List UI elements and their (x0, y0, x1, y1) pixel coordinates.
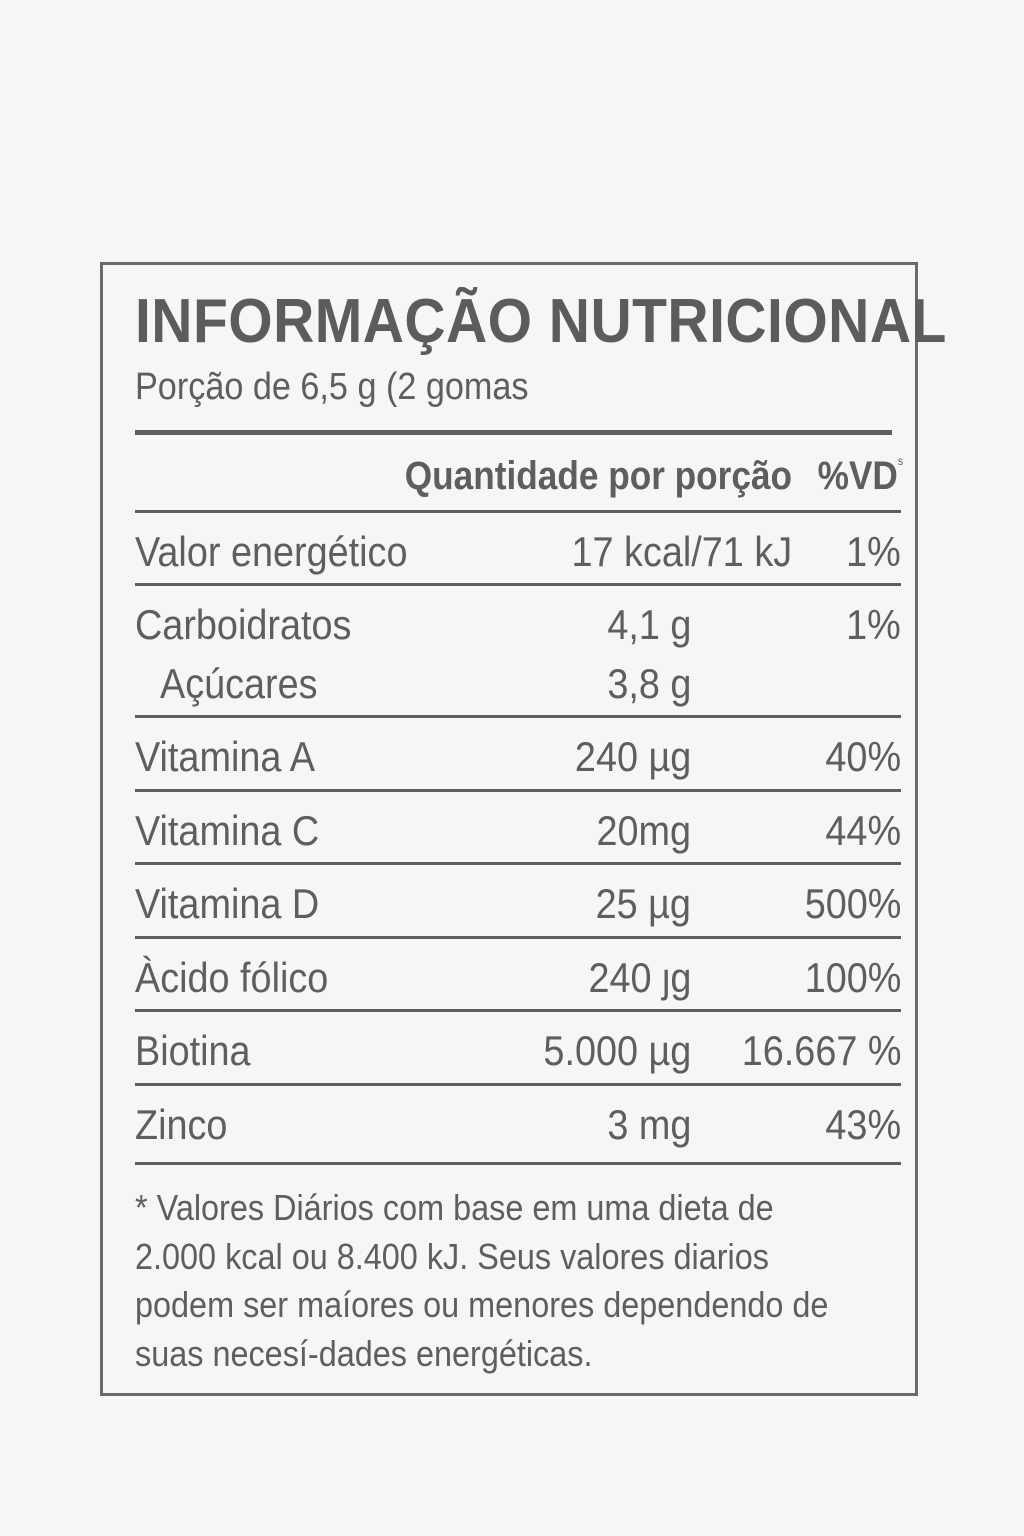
row-dv-zinc: 43% (825, 1101, 901, 1148)
row-dv-vitamin-d: 500% (804, 880, 901, 927)
row-amount-vitamin-c: 20mg (596, 807, 691, 854)
column-header-dv-text: %VD (817, 454, 898, 498)
column-header-dv-mark: s (897, 454, 903, 468)
row-name-vitamin-d: Vitamina D (135, 880, 320, 927)
row-amount-zinc: 3 mg (606, 1101, 691, 1148)
row-amount-biotin: 5.000 µg (543, 1027, 691, 1074)
row-divider (135, 789, 901, 792)
row-name-energy: Valor energético (135, 528, 408, 575)
row-name-folic-acid: Àcido fólico (135, 954, 329, 1001)
row-dv-energy: 1% (846, 528, 901, 575)
row-amount-carbs: 4,1 g (606, 601, 691, 648)
row-divider (135, 1083, 901, 1086)
column-header-quantity: Quantidade por porção (404, 454, 792, 498)
row-dv-folic-acid: 100% (804, 954, 901, 1001)
row-divider (135, 1009, 901, 1012)
row-divider (135, 715, 901, 718)
daily-value-footnote: * Valores Diários com base em uma dieta … (135, 1187, 829, 1374)
nutrition-label-border (100, 262, 918, 1396)
row-dv-vitamin-c: 44% (825, 807, 901, 854)
row-divider (135, 510, 901, 513)
row-dv-vitamin-a: 40% (825, 733, 901, 780)
row-amount-folic-acid: 240 ȷg (588, 954, 691, 1001)
row-name-zinc: Zinco (135, 1101, 228, 1148)
row-divider (135, 583, 901, 586)
row-amount-energy: 17 kcal/71 kJ (571, 528, 792, 575)
column-header-dv: %VDs (818, 454, 903, 499)
row-amount-vitamin-a: 240 µg (574, 733, 691, 780)
header-divider (135, 430, 892, 435)
row-name-sugars: Açúcares (160, 660, 318, 707)
row-amount-vitamin-d: 25 µg (595, 880, 691, 927)
row-divider (135, 1162, 901, 1165)
label-title: INFORMAÇÃO NUTRICIONAL (135, 287, 947, 356)
row-divider (135, 936, 901, 939)
row-name-biotin: Biotina (135, 1027, 251, 1074)
row-divider (135, 862, 901, 865)
row-name-vitamin-a: Vitamina A (135, 733, 316, 780)
serving-size: Porção de 6,5 g (2 gomas (135, 366, 529, 408)
row-name-carbs: Carboidratos (135, 601, 352, 648)
row-amount-sugars: 3,8 g (606, 660, 691, 707)
row-name-vitamin-c: Vitamina C (135, 807, 320, 854)
row-dv-biotin: 16.667 % (741, 1027, 901, 1074)
row-dv-carbs: 1% (846, 601, 901, 648)
